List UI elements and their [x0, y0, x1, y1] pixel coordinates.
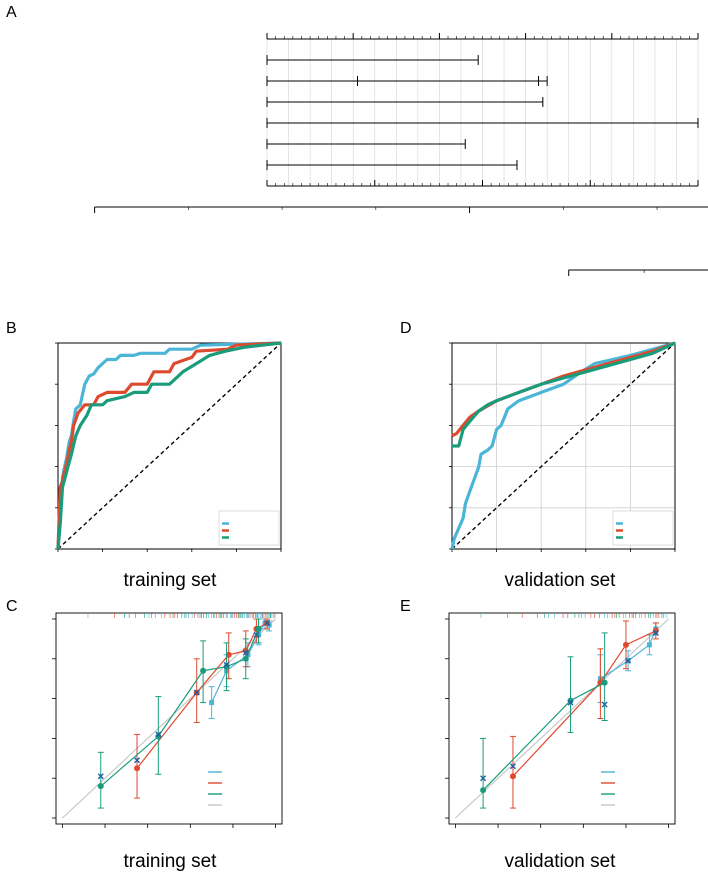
calibration-point-square: [646, 642, 652, 648]
calibration-ideal-line: [454, 618, 670, 819]
roc-chart-validation: [449, 341, 676, 552]
calibration-point-circle: [225, 651, 232, 658]
calibration-estimate-marker: [625, 657, 632, 664]
calibration-estimate-marker: [134, 757, 141, 764]
calibration-estimate-marker: [242, 649, 249, 656]
roc-plot-frame: [57, 342, 282, 550]
caption-E: validation set: [505, 851, 617, 872]
calibration-point-square: [209, 700, 215, 706]
roc-reference-diagonal: [57, 342, 282, 550]
calibration-point-circle: [652, 627, 659, 634]
roc-legend-box: [612, 510, 674, 546]
calibration-chart-validation: [445, 612, 676, 828]
caption-C: training set: [124, 851, 218, 872]
calibration-estimate-marker: [601, 701, 608, 708]
panel-letter-A: A: [6, 4, 17, 21]
panel-letter-C: C: [6, 598, 18, 615]
calibration-estimate-marker: [97, 773, 104, 780]
roc-legend-box: [218, 510, 280, 546]
calibration-line-green: [100, 628, 260, 787]
calibration-point-circle: [622, 641, 629, 648]
calibration-line-red: [512, 630, 657, 777]
calibration-estimate-marker: [480, 775, 487, 782]
calibration-point-circle: [601, 679, 608, 686]
calibration-point-circle: [134, 765, 141, 772]
calibration-point-circle: [567, 697, 574, 704]
calibration-estimate-marker: [652, 629, 659, 636]
calibration-line-blue: [600, 628, 657, 680]
calibration-point-circle: [155, 733, 162, 740]
calibration-estimate-marker: [264, 619, 271, 626]
calibration-estimate-marker: [253, 631, 260, 638]
calibration-estimate-marker: [223, 661, 230, 668]
calibration-point-circle: [97, 783, 104, 790]
calibration-estimate-marker: [155, 731, 162, 738]
roc-curve-red: [56, 341, 282, 550]
caption-D: validation set: [505, 570, 617, 591]
roc-reference-diagonal: [451, 342, 676, 550]
calibration-point-circle: [509, 773, 516, 780]
calibration-point-circle: [255, 625, 262, 632]
calibration-point-circle: [480, 787, 487, 794]
caption-B: training set: [124, 570, 218, 591]
calibration-plot-frame: [55, 612, 283, 825]
roc-curve-green: [452, 341, 676, 448]
roc-curve-green: [56, 341, 282, 550]
nomogram: [94, 33, 708, 276]
calibration-point-circle: [200, 667, 207, 674]
calibration-chart-training: [52, 612, 283, 828]
calibration-estimate-marker: [193, 689, 200, 696]
calibration-plot-frame: [448, 612, 676, 825]
calibration-estimate-marker: [567, 699, 574, 706]
roc-chart-training: [55, 341, 282, 552]
panel-letter-B: B: [6, 320, 17, 337]
calibration-line-green: [482, 682, 605, 791]
panel-letter-E: E: [400, 598, 411, 615]
calibration-point-circle: [223, 663, 230, 670]
calibration-estimate-marker: [509, 763, 516, 770]
panel-letter-D: D: [400, 320, 412, 337]
calibration-point-circle: [242, 655, 249, 662]
